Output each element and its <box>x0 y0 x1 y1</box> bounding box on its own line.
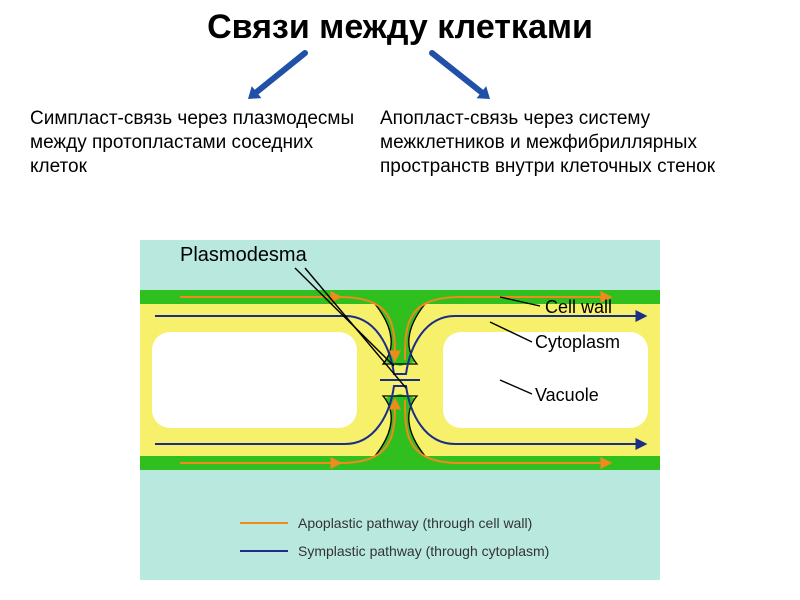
legend-symplast-swatch <box>240 550 288 552</box>
arrow-left <box>230 47 320 107</box>
cytoplasm-label: Cytoplasm <box>535 332 620 353</box>
plasmodesma-label: Plasmodesma <box>180 244 307 267</box>
legend-symplast: Symplastic pathway (through cytoplasm) <box>240 543 549 559</box>
legend: Apoplastic pathway (through cell wall) S… <box>240 515 549 571</box>
legend-apoplast-text: Apoplastic pathway (through cell wall) <box>298 515 532 531</box>
definition-columns: Симпласт-связь через плазмодесмы между п… <box>0 107 800 178</box>
legend-symplast-text: Symplastic pathway (through cytoplasm) <box>298 543 549 559</box>
legend-apoplast: Apoplastic pathway (through cell wall) <box>240 515 549 531</box>
vacuole-label: Vacuole <box>535 385 599 406</box>
legend-apoplast-swatch <box>240 522 288 524</box>
apoplast-definition: Апопласт-связь через систему межклетнико… <box>380 107 770 178</box>
cell-wall-label: Cell wall <box>545 297 612 318</box>
page-title: Связи между клетками <box>0 0 800 47</box>
cell-diagram: Plasmodesma Cell wall Cytoplasm Vacuole … <box>140 240 660 580</box>
arrow-right <box>420 47 510 107</box>
symplast-definition: Симпласт-связь через плазмодесмы между п… <box>30 107 360 178</box>
title-arrows <box>0 47 800 107</box>
